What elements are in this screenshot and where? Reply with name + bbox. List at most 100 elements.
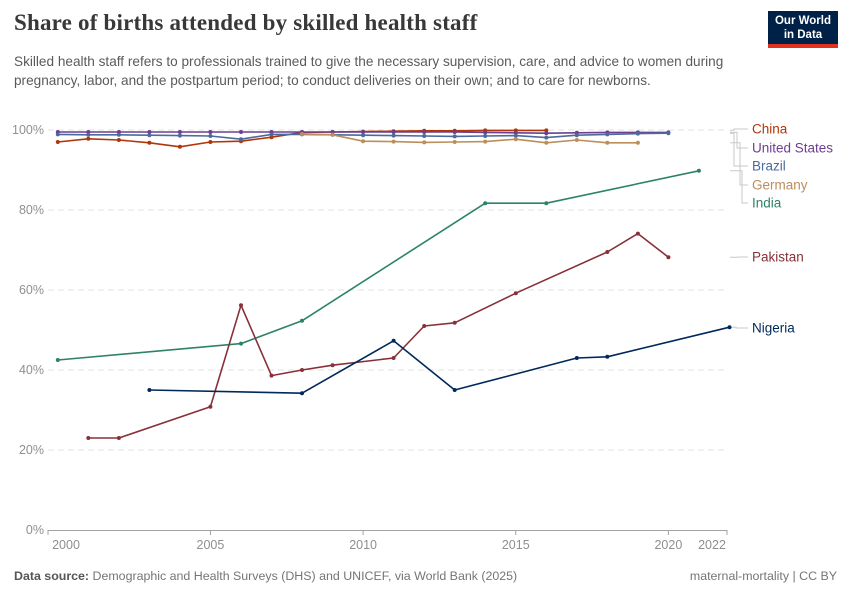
data-point-united-states xyxy=(513,130,518,135)
data-point-pakistan xyxy=(269,373,274,378)
data-point-brazil xyxy=(422,134,427,138)
owid-logo-line1: Our World xyxy=(774,15,831,27)
data-point-brazil xyxy=(483,134,488,138)
series-line-pakistan[interactable] xyxy=(87,232,670,439)
data-point-china xyxy=(208,140,213,144)
data-point-brazil xyxy=(239,137,243,142)
x-axis-tick-label: 2020 xyxy=(654,538,682,552)
data-point-united-states xyxy=(452,130,457,134)
data-point-brazil xyxy=(55,132,60,137)
data-point-pakistan xyxy=(666,255,671,260)
data-point-germany xyxy=(483,139,488,144)
data-point-india xyxy=(239,341,243,346)
data-source-text: Demographic and Health Surveys (DHS) and… xyxy=(92,569,518,583)
legend-label-india[interactable]: India xyxy=(752,196,782,211)
data-point-united-states xyxy=(330,130,335,134)
y-axis-tick-label: 20% xyxy=(19,443,44,457)
data-point-germany xyxy=(361,139,366,144)
data-point-brazil xyxy=(361,133,366,138)
series-line-nigeria[interactable] xyxy=(148,326,731,395)
data-point-pakistan xyxy=(391,356,396,360)
data-point-pakistan xyxy=(86,436,91,440)
data-point-brazil xyxy=(452,134,457,139)
legend-label-brazil[interactable]: Brazil xyxy=(752,159,786,174)
legend-connector-china xyxy=(730,128,748,131)
y-axis-tick-label: 80% xyxy=(19,203,44,217)
legend-connector-nigeria xyxy=(730,326,748,329)
data-point-pakistan xyxy=(300,368,304,372)
legend-connector-germany xyxy=(730,142,748,186)
data-point-united-states xyxy=(391,130,396,134)
data-point-nigeria xyxy=(300,391,304,396)
data-point-germany xyxy=(391,139,396,144)
data-point-india xyxy=(544,201,549,206)
license-note[interactable]: maternal-mortality | CC BY xyxy=(689,569,837,583)
data-point-germany xyxy=(574,138,579,142)
owid-logo-line2: in Data xyxy=(783,29,823,41)
data-point-india xyxy=(696,168,701,173)
data-point-united-states xyxy=(239,130,243,134)
page-title: Share of births attended by skilled heal… xyxy=(14,10,478,35)
legend-connector-brazil xyxy=(730,132,748,167)
legend-label-pakistan[interactable]: Pakistan xyxy=(752,250,804,265)
legend-label-germany[interactable]: Germany xyxy=(752,178,808,193)
data-point-india xyxy=(483,201,488,206)
y-axis-tick-label: 40% xyxy=(19,363,44,377)
data-point-brazil xyxy=(666,131,671,136)
data-point-brazil xyxy=(635,131,640,136)
data-point-brazil xyxy=(208,134,213,138)
data-point-germany xyxy=(300,132,304,136)
data-point-pakistan xyxy=(208,404,213,409)
data-point-nigeria xyxy=(727,325,732,330)
data-point-china xyxy=(269,135,274,140)
x-axis-tick-label: 2022 xyxy=(698,538,726,552)
data-point-brazil xyxy=(116,132,121,137)
data-point-nigeria xyxy=(452,388,457,392)
data-point-united-states xyxy=(422,130,427,134)
data-point-germany xyxy=(605,140,610,145)
data-point-brazil xyxy=(391,133,396,138)
legend-connector-united-states xyxy=(730,131,748,149)
data-point-pakistan xyxy=(635,231,640,236)
data-point-india xyxy=(55,358,60,362)
data-point-china xyxy=(544,128,549,133)
data-point-china xyxy=(55,140,60,144)
data-point-pakistan xyxy=(116,436,121,440)
data-point-brazil xyxy=(605,132,610,137)
data-point-brazil xyxy=(574,133,579,138)
data-point-china xyxy=(116,138,121,142)
data-point-india xyxy=(300,318,304,323)
y-axis-tick-label: 100% xyxy=(12,123,44,137)
data-point-united-states xyxy=(483,130,488,135)
data-point-brazil xyxy=(513,133,518,138)
data-point-pakistan xyxy=(239,303,243,308)
data-point-germany xyxy=(544,140,549,145)
legend-label-china[interactable]: China xyxy=(752,122,788,137)
series-line-germany[interactable] xyxy=(301,133,639,144)
data-point-china xyxy=(86,136,91,141)
x-axis-tick-label: 2010 xyxy=(349,538,377,552)
data-point-pakistan xyxy=(422,324,427,328)
data-point-united-states xyxy=(86,130,91,134)
data-point-brazil xyxy=(544,135,549,140)
data-point-germany xyxy=(422,140,427,145)
data-point-brazil xyxy=(147,133,152,138)
data-point-nigeria xyxy=(574,356,579,360)
data-point-germany xyxy=(330,132,335,137)
data-point-china xyxy=(147,140,152,145)
y-axis-tick-label: 0% xyxy=(26,523,44,537)
legend-label-united-states[interactable]: United States xyxy=(752,141,833,156)
x-axis-tick-label: 2005 xyxy=(197,538,225,552)
data-point-pakistan xyxy=(513,291,518,296)
data-point-nigeria xyxy=(605,354,610,359)
x-axis-tick-label: 2015 xyxy=(502,538,530,552)
data-point-united-states xyxy=(544,131,549,136)
owid-logo: Our World in Data xyxy=(768,11,838,48)
legend-label-nigeria[interactable]: Nigeria xyxy=(752,321,795,336)
series-line-india[interactable] xyxy=(56,170,700,361)
chart-subtitle: Skilled health staff refers to professio… xyxy=(14,54,724,88)
data-point-united-states xyxy=(147,130,152,134)
data-source-note: Data source: Demographic and Health Surv… xyxy=(14,569,517,583)
y-axis-tick-label: 60% xyxy=(19,283,44,297)
